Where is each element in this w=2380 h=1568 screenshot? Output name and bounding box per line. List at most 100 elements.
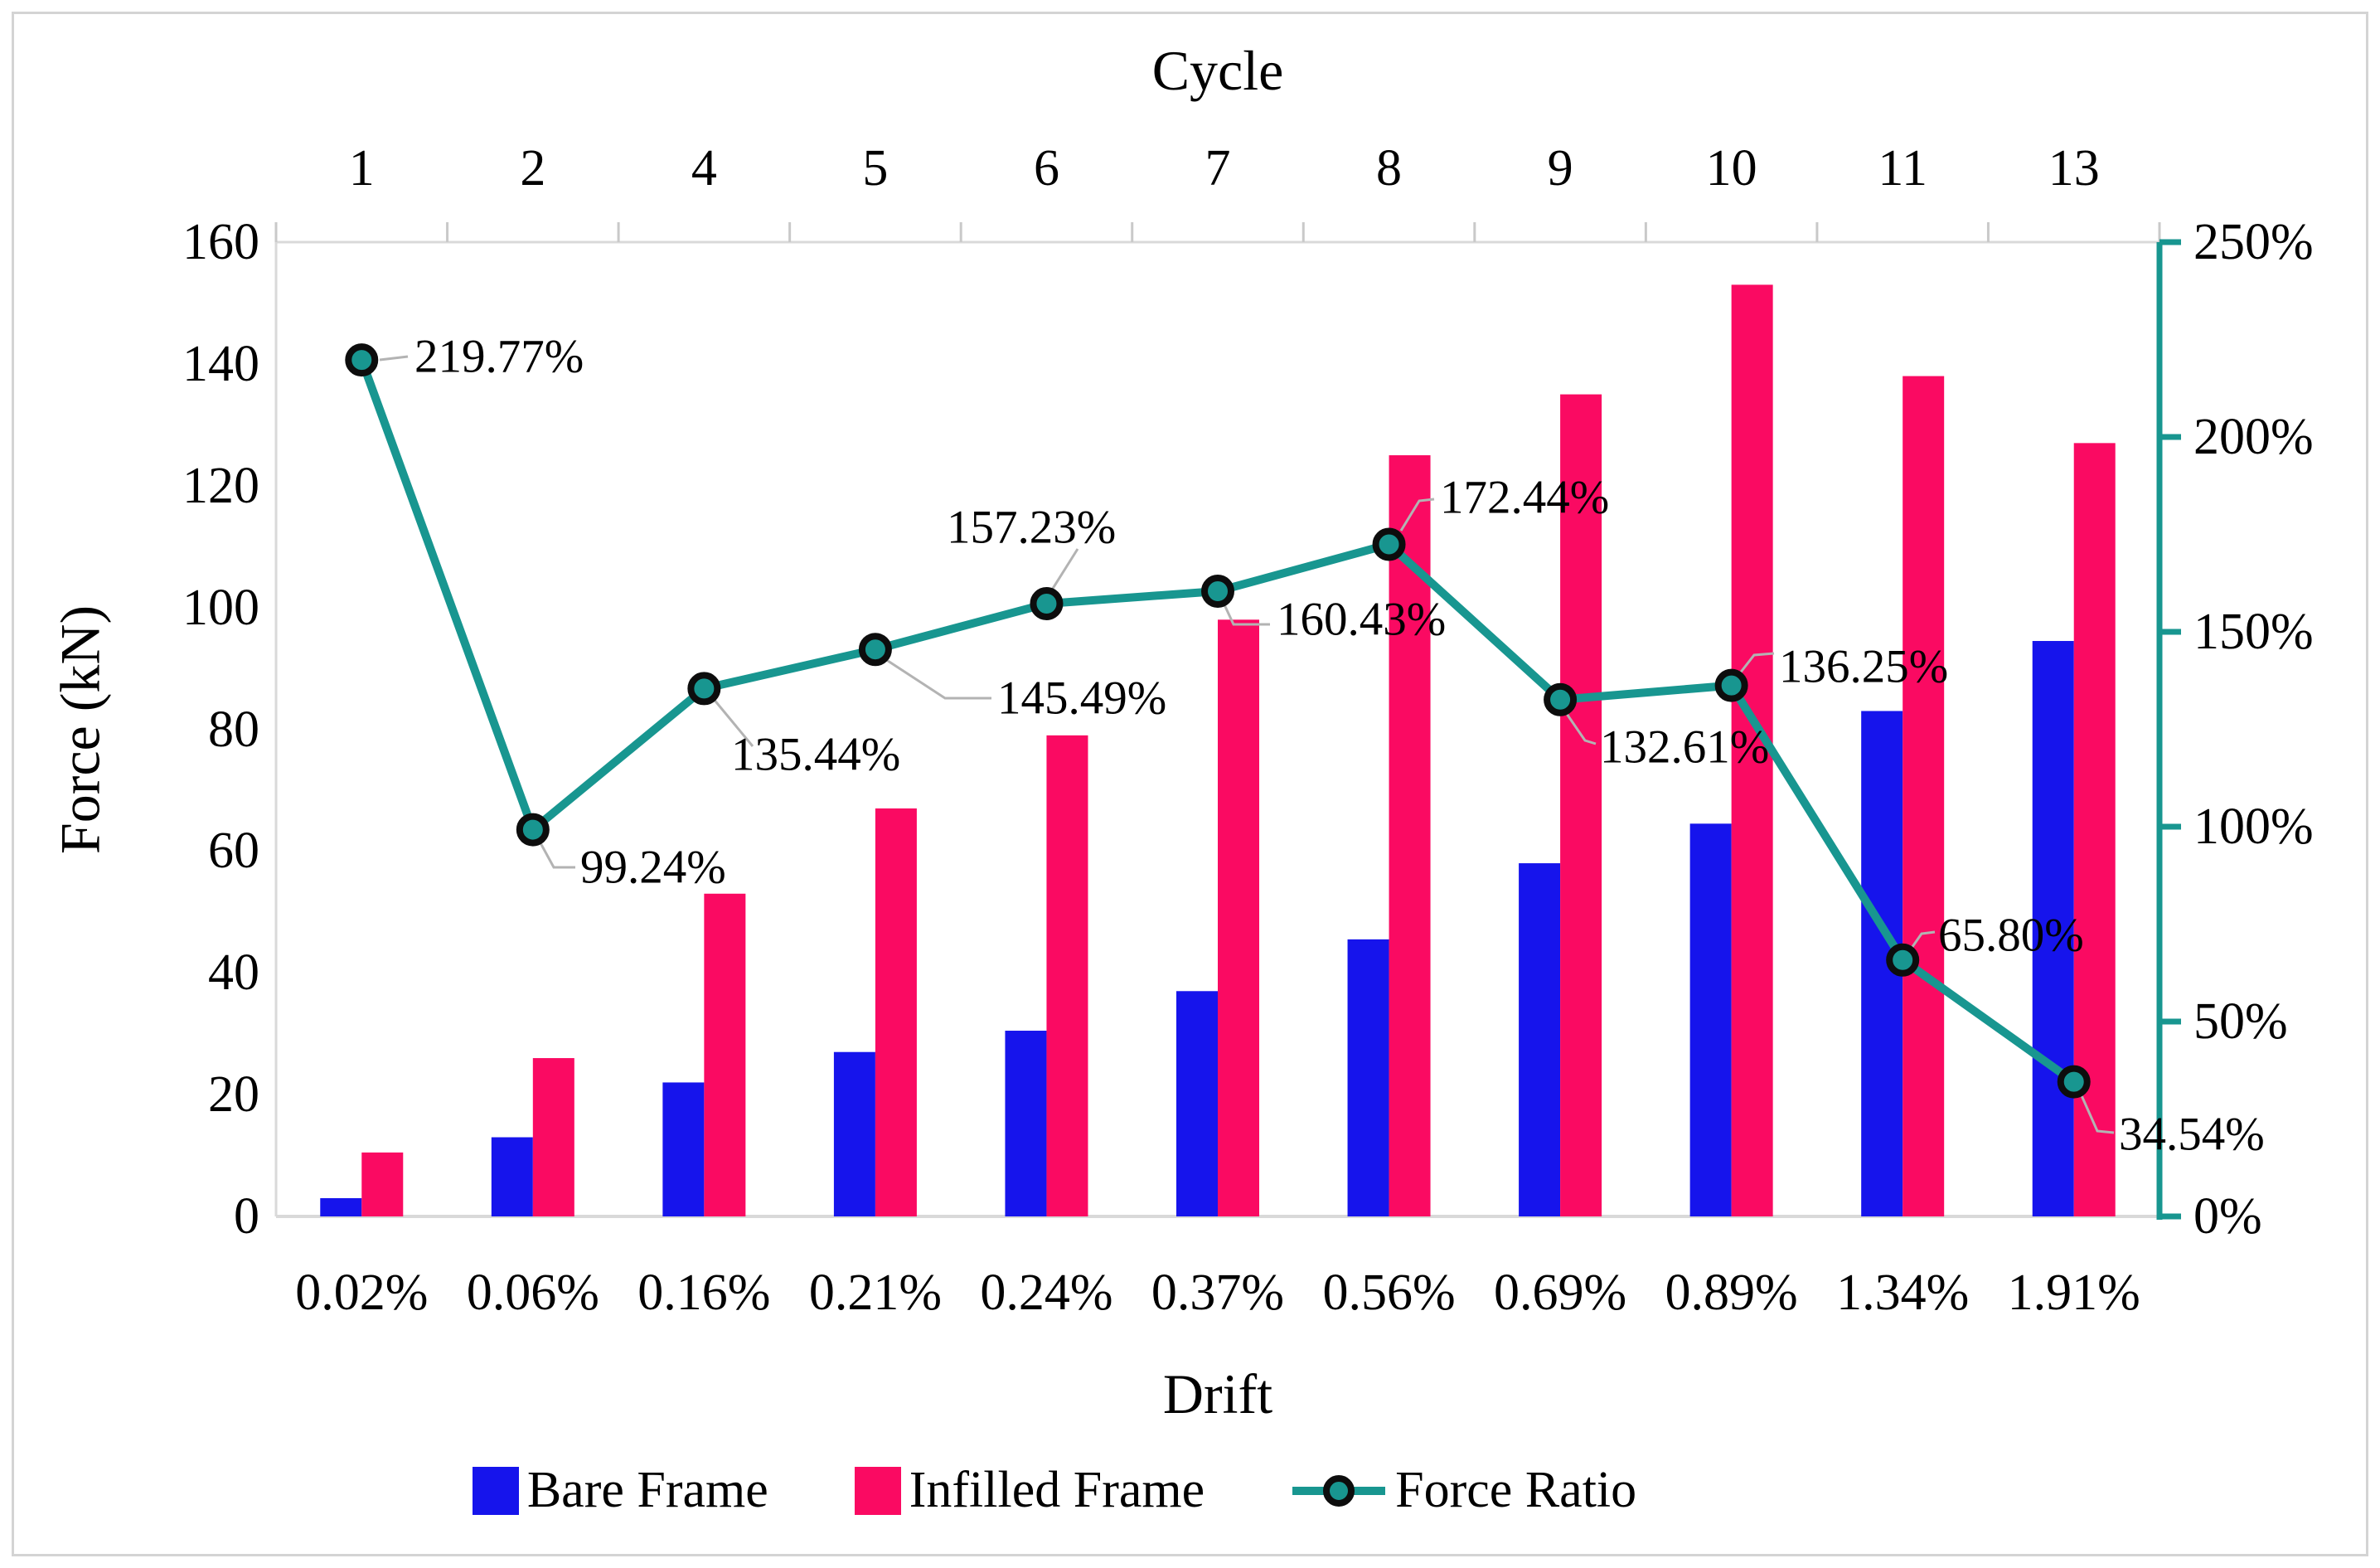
- data-label-leader: [379, 355, 409, 362]
- cycle-tick-label: 4: [691, 140, 717, 197]
- ratio-tick-label: 250%: [2193, 214, 2314, 270]
- force-ratio-marker: [516, 813, 550, 847]
- infilled-frame-bar: [361, 1152, 404, 1216]
- bare-frame-bar: [2032, 641, 2074, 1216]
- force-tick-label: 100: [182, 579, 259, 636]
- force-ratio-marker: [1201, 574, 1234, 608]
- cycle-tick-label: 11: [1878, 140, 1928, 197]
- force-ratio-marker: [1372, 527, 1406, 561]
- force-tick-label: 60: [208, 823, 259, 880]
- data-label-leader: [1048, 548, 1079, 595]
- legend-item-label: Force Ratio: [1395, 1462, 1637, 1518]
- legend-item-label: Bare Frame: [526, 1462, 768, 1518]
- force-ratio-marker: [345, 343, 379, 377]
- force-ratio-point-label: 136.25%: [1779, 640, 1949, 693]
- bare-frame-bar: [1176, 991, 1218, 1216]
- cycle-tick-label: 9: [1547, 140, 1573, 197]
- force-ratio-point-label: 219.77%: [414, 330, 584, 383]
- cycle-tick-label: 5: [862, 140, 889, 197]
- drift-tick-label: 0.37%: [1151, 1265, 1285, 1321]
- force-ratio-point-label: 157.23%: [947, 501, 1117, 554]
- bare-frame-bar: [662, 1082, 705, 1216]
- data-label-leader: [1221, 600, 1270, 626]
- bare-frame-bar: [1519, 863, 1561, 1216]
- drift-tick-label: 0.56%: [1322, 1265, 1456, 1321]
- bare-frame-bar: [1005, 1031, 1047, 1216]
- drift-tick-label: 0.16%: [637, 1265, 771, 1321]
- force-ratio-point-label: 172.44%: [1440, 471, 1610, 524]
- infilled-frame-bar: [1389, 455, 1431, 1216]
- drift-tick-label: 0.02%: [295, 1265, 429, 1321]
- top-axis-title: Cycle: [1151, 39, 1284, 102]
- cycle-tick-label: 6: [1033, 140, 1059, 197]
- force-ratio-marker: [858, 633, 892, 667]
- force-tick-label: 140: [182, 335, 259, 392]
- drift-tick-label: 1.34%: [1836, 1265, 1970, 1321]
- cycle-tick-label: 10: [1705, 140, 1757, 197]
- data-label-leader: [1738, 652, 1775, 675]
- data-label-leader: [1563, 711, 1597, 745]
- force-tick-label: 80: [208, 701, 259, 758]
- force-ratio-point-label: 135.44%: [731, 728, 901, 781]
- legend-swatch-icon: [472, 1466, 519, 1515]
- legend-item-force-ratio: Force Ratio: [1291, 1461, 1636, 1520]
- data-label-leader: [1399, 498, 1435, 532]
- force-ratio-marker: [1544, 682, 1578, 716]
- ratio-tick-label: 50%: [2193, 993, 2288, 1050]
- force-ratio-marker: [1030, 587, 1064, 621]
- drift-tick-label: 0.89%: [1665, 1265, 1798, 1321]
- force-ratio-marker: [2057, 1065, 2091, 1099]
- ratio-tick-label: 200%: [2193, 409, 2314, 465]
- legend-item-label: Infilled Frame: [909, 1462, 1205, 1518]
- legend-item-bare-frame: Bare Frame: [472, 1461, 768, 1520]
- bare-frame-bar: [1689, 823, 1732, 1216]
- legend-line-marker-icon: [1292, 1474, 1386, 1507]
- force-ratio-point-label: 65.80%: [1938, 909, 2084, 962]
- cycle-tick-label: 8: [1376, 140, 1403, 197]
- x-axis-title: Drift: [1162, 1362, 1273, 1425]
- drift-tick-label: 1.91%: [2007, 1265, 2140, 1321]
- left-axis-title: Force (kN): [48, 604, 112, 855]
- force-tick-label: 120: [182, 457, 259, 514]
- force-ratio-point-label: 34.54%: [2119, 1108, 2265, 1161]
- force-ratio-point-label: 132.61%: [1600, 721, 1770, 774]
- cycle-tick-label: 1: [348, 140, 375, 197]
- infilled-frame-bar: [1560, 394, 1602, 1216]
- ratio-tick-label: 0%: [2193, 1188, 2262, 1245]
- force-ratio-marker: [1714, 668, 1748, 702]
- infilled-frame-bar: [1731, 284, 1773, 1216]
- infilled-frame-bar: [532, 1058, 574, 1216]
- cycle-tick-label: 13: [2048, 140, 2100, 197]
- data-label-leader: [537, 839, 575, 869]
- infilled-frame-bar: [704, 893, 746, 1216]
- infilled-frame-bar: [2073, 443, 2116, 1216]
- drift-tick-label: 0.21%: [808, 1265, 942, 1321]
- force-tick-label: 20: [208, 1066, 259, 1124]
- data-label-leader: [711, 697, 754, 747]
- bare-frame-bar: [833, 1051, 875, 1216]
- drift-tick-label: 0.24%: [980, 1265, 1113, 1321]
- data-label-leader: [885, 658, 991, 700]
- bare-frame-bar: [491, 1137, 533, 1216]
- force-ratio-point-label: 99.24%: [580, 841, 726, 894]
- force-ratio-point-label: 160.43%: [1277, 593, 1447, 646]
- infilled-frame-bar: [1046, 735, 1088, 1216]
- infilled-frame-bar: [875, 808, 917, 1216]
- force-tick-label: 160: [182, 214, 259, 270]
- ratio-tick-label: 100%: [2193, 799, 2314, 855]
- data-label-leader: [1908, 930, 1936, 951]
- force-tick-label: 0: [234, 1188, 259, 1245]
- legend-item-infilled-frame: Infilled Frame: [854, 1461, 1205, 1520]
- legend: Bare Frame Infilled Frame Force Ratio: [0, 1461, 2109, 1520]
- ratio-tick-label: 150%: [2193, 604, 2314, 660]
- cycle-tick-label: 2: [520, 140, 546, 197]
- force-ratio-marker: [1886, 943, 1920, 977]
- bare-frame-bar: [320, 1197, 362, 1216]
- force-ratio-marker: [687, 672, 721, 706]
- bare-frame-bar: [1347, 939, 1389, 1216]
- data-label-leader: [2079, 1093, 2115, 1134]
- cycle-tick-label: 7: [1205, 140, 1231, 197]
- legend-swatch-icon: [854, 1466, 901, 1515]
